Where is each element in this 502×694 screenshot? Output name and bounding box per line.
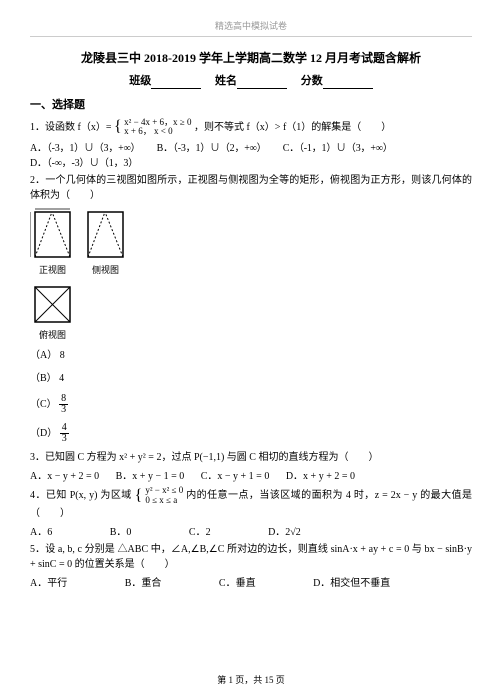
q4-options: A．6 B．0 C．2 D．2√2 xyxy=(30,525,472,540)
top-view-label: 俯视图 xyxy=(39,330,66,340)
q4-opt-b: B．0 xyxy=(110,525,132,540)
q1-piece2: x + 6， x < 0 xyxy=(124,126,172,136)
class-blank xyxy=(151,77,201,89)
name-blank xyxy=(237,77,287,89)
q1-stem-b: ，则不等式 f（x）> f（1）的解集是（ ） xyxy=(194,122,391,133)
question-4: 4．已知 P(x, y) 为区域 { y² − x² ≤ 0 0 ≤ x ≤ a… xyxy=(30,486,472,521)
front-view-svg xyxy=(30,207,75,262)
q5-opt-d: D．相交但不垂直 xyxy=(313,576,390,591)
q1-piece1: x² − 4x + 6，x ≥ 0 xyxy=(124,117,191,127)
page-watermark: 精选高中模拟试卷 xyxy=(30,20,472,37)
q5-opt-b: B．重合 xyxy=(125,576,162,591)
q4-piece2: 0 ≤ x ≤ a xyxy=(145,495,177,505)
side-view-label: 侧视图 xyxy=(92,265,119,275)
side-view-fig: 侧视图 xyxy=(83,207,128,278)
q1-opt-a: A．（-3，1）∪（3，+∞） xyxy=(30,141,140,156)
q3-opt-d: D．x + y + 2 = 0 xyxy=(286,469,355,484)
q5-opt-c: C．垂直 xyxy=(219,576,256,591)
q1-opt-b: B．（-3，1）∪（2，+∞） xyxy=(157,141,267,156)
q5-opt-a: A．平行 xyxy=(30,576,67,591)
top-view-svg xyxy=(30,282,75,327)
section-1-heading: 一、选择题 xyxy=(30,97,472,114)
q1-opt-c: C．（-1，1）∪（3，+∞） xyxy=(283,141,393,156)
q3-options: A．x − y + 2 = 0 B．x + y − 1 = 0 C．x − y … xyxy=(30,469,472,484)
exam-title: 龙陵县三中 2018-2019 学年上学期高二数学 12 月月考试题含解析 xyxy=(30,49,472,67)
q2-figures-row2: 俯视图 xyxy=(30,282,472,343)
front-view-fig: 正视图 xyxy=(30,207,75,278)
q2-opt-b: （B） 4 xyxy=(30,371,472,386)
q2-opt-a: （A） 8 xyxy=(30,348,472,363)
q2-figures: 正视图 侧视图 xyxy=(30,207,472,278)
exam-page: 精选高中模拟试卷 龙陵县三中 2018-2019 学年上学期高二数学 12 月月… xyxy=(0,0,502,603)
question-1: 1．设函数 f（x）= { x² − 4x + 6，x ≥ 0 x + 6， x… xyxy=(30,118,472,138)
q2-opt-c-row: （C） 8 3 xyxy=(30,394,472,415)
q2-d-den: 3 xyxy=(60,434,69,444)
q1-piecewise: x² − 4x + 6，x ≥ 0 x + 6， x < 0 xyxy=(124,118,191,138)
name-label: 姓名 xyxy=(215,75,237,87)
page-number: 第 1 页，共 15 页 xyxy=(0,673,502,686)
q4-piece1: y² − x² ≤ 0 xyxy=(145,485,183,495)
brace-icon-2: { xyxy=(135,488,143,504)
score-blank xyxy=(323,77,373,89)
side-view-svg xyxy=(83,207,128,262)
class-label: 班级 xyxy=(129,75,151,87)
q3-opt-b: B．x + y − 1 = 0 xyxy=(116,469,185,484)
q5-options: A．平行 B．重合 C．垂直 D．相交但不垂直 xyxy=(30,576,472,591)
q4-opt-a: A．6 xyxy=(30,525,52,540)
q2-opt-d-row: （D） 4 3 xyxy=(30,423,472,444)
q4-stem-a: 4．已知 P(x, y) 为区域 xyxy=(30,490,132,501)
q2-opt-c-pre: （C） xyxy=(30,399,57,410)
q4-opt-d: D．2√2 xyxy=(268,525,301,540)
q3-opt-c: C．x − y + 1 = 0 xyxy=(201,469,270,484)
q3-opt-a: A．x − y + 2 = 0 xyxy=(30,469,99,484)
question-5: 5．设 a, b, c 分别是 △ABC 中，∠A,∠B,∠C 所对边的边长，则… xyxy=(30,542,472,572)
q1-stem-a: 1．设函数 f（x）= xyxy=(30,122,111,133)
q2-opt-d-frac: 4 3 xyxy=(60,423,69,444)
q4-opt-c: C．2 xyxy=(189,525,211,540)
q4-piecewise: y² − x² ≤ 0 0 ≤ x ≤ a xyxy=(145,486,183,506)
q2-opt-c-frac: 8 3 xyxy=(59,394,68,415)
score-label: 分数 xyxy=(301,75,323,87)
question-3: 3．已知圆 C 方程为 x² + y² = 2，过点 P(−1,1) 与圆 C … xyxy=(30,450,472,465)
q2-opt-d-pre: （D） xyxy=(30,428,57,439)
front-view-label: 正视图 xyxy=(39,265,66,275)
q2-c-den: 3 xyxy=(59,405,68,415)
brace-icon: { xyxy=(114,119,122,135)
student-info-line: 班级 姓名 分数 xyxy=(30,73,472,90)
q1-options: A．（-3，1）∪（3，+∞） B．（-3，1）∪（2，+∞） C．（-1，1）… xyxy=(30,141,472,171)
top-view-fig: 俯视图 xyxy=(30,282,75,343)
question-2: 2．一个几何体的三视图如图所示，正视图与侧视图为全等的矩形，俯视图为正方形，则该… xyxy=(30,173,472,203)
q1-opt-d: D．（-∞，-3）∪（1，3） xyxy=(30,156,138,171)
